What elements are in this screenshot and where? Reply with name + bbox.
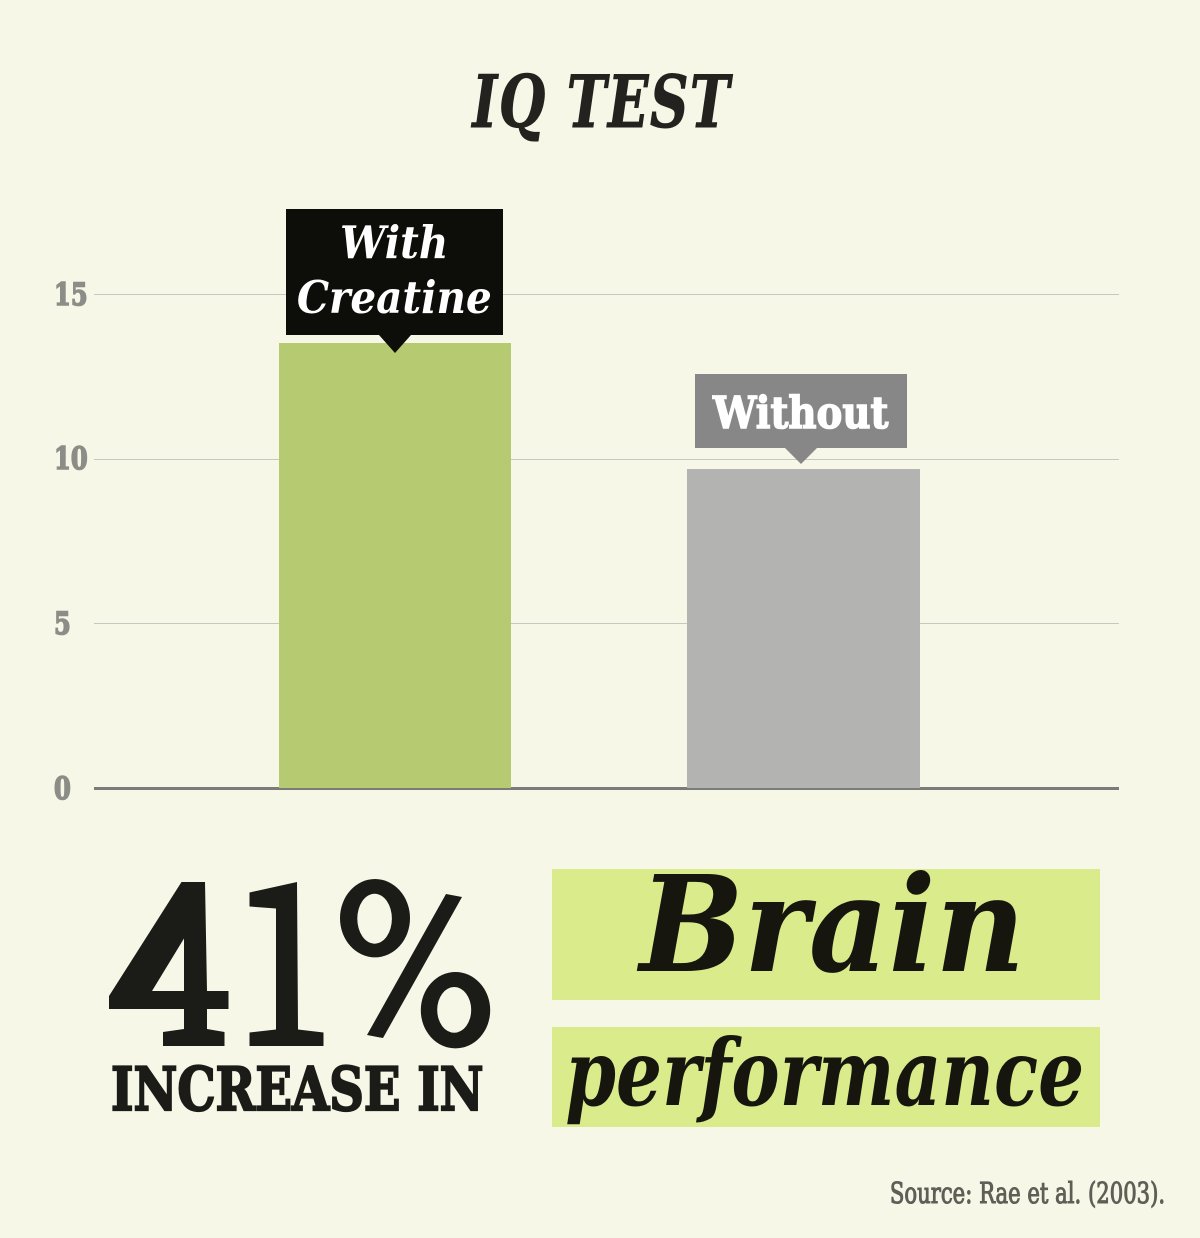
callout-with-creatine-line1: With — [340, 216, 449, 269]
callout-with-creatine-line2: Creatine — [297, 271, 492, 324]
y-tick-label-0: 0 — [53, 770, 71, 807]
callout-without-box: Without — [695, 374, 907, 448]
callout-with-creatine: With Creatine — [286, 209, 503, 353]
stat-percentage-glyphs — [109, 879, 491, 1049]
stat-percentage-path — [109, 879, 491, 1049]
callout-without-label: Without — [713, 388, 890, 439]
bar-chart: 0 5 10 15 With Creatine Without — [53, 209, 1119, 807]
callout-with-creatine-box: With Creatine — [286, 209, 503, 335]
y-tick-label-5: 5 — [53, 605, 71, 642]
bar-without — [687, 468, 920, 788]
x-axis-line — [94, 787, 1119, 790]
highlight-brain: Brain — [552, 859, 1100, 1000]
gridline-5 — [94, 623, 1119, 625]
source-note: Source: Rae et al. (2003). — [889, 1175, 1165, 1210]
callout-without: Without — [695, 374, 907, 464]
stat-caption: INCREASE IN — [110, 1055, 484, 1125]
callout-without-pointer — [785, 448, 817, 464]
callout-with-creatine-pointer — [378, 335, 411, 353]
y-tick-label-10: 10 — [53, 441, 88, 478]
bar-with-creatine — [279, 343, 511, 788]
highlight-performance: performance — [552, 1027, 1100, 1127]
y-tick-label-15: 15 — [53, 276, 88, 313]
chart-title: IQ TEST — [472, 59, 732, 144]
gridline-10 — [94, 458, 1119, 460]
gridline-15 — [94, 294, 1119, 295]
